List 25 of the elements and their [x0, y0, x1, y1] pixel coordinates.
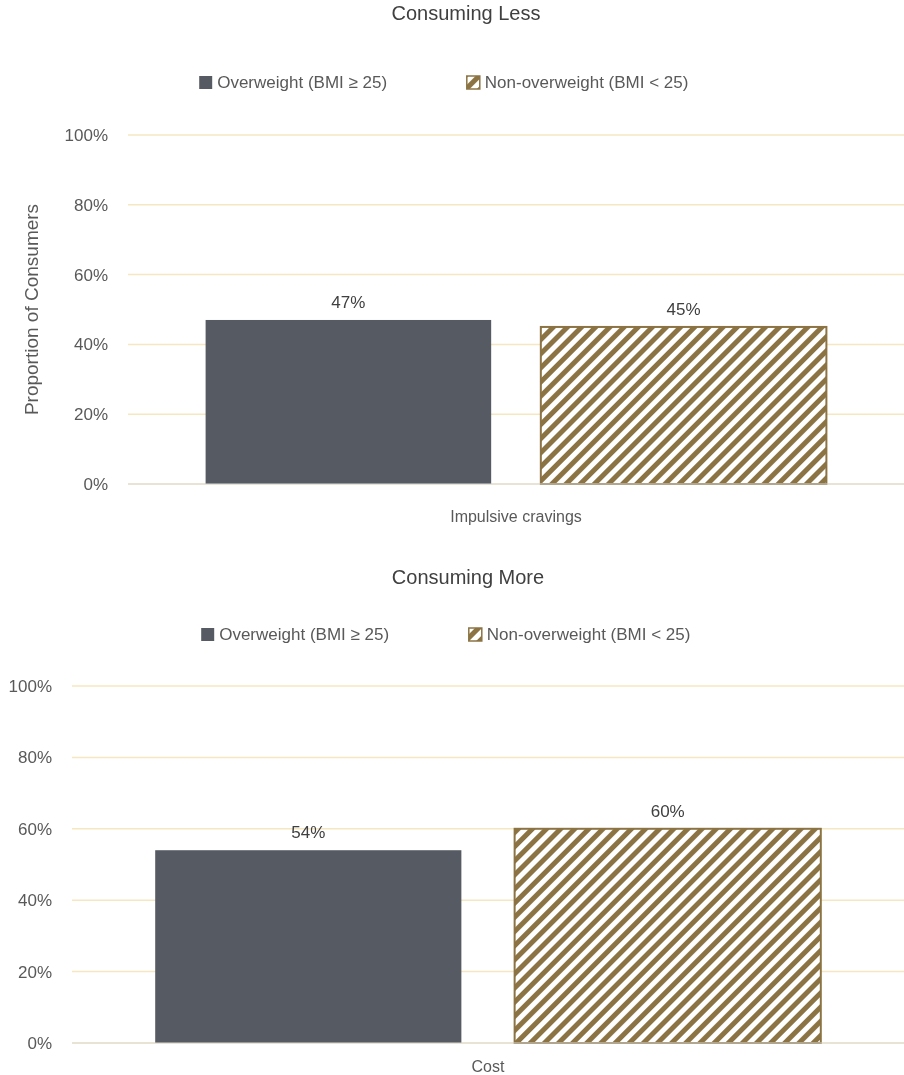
y-tick-label: 60%: [73, 265, 108, 285]
y-axis-title: Proportion of Consumers: [21, 203, 42, 416]
data-label: 47%: [331, 292, 366, 312]
data-label: 60%: [650, 801, 685, 821]
legend-label: Non-overweight (BMI < 25): [484, 73, 689, 92]
legend-label: Non-overweight (BMI < 25): [486, 625, 691, 644]
y-tick-label: 80%: [73, 195, 108, 215]
legend-label: Overweight (BMI ≥ 25): [217, 73, 388, 92]
y-tick-label: 100%: [64, 126, 108, 145]
legend-label: Overweight (BMI ≥ 25): [219, 625, 390, 644]
y-tick-label: 20%: [17, 962, 52, 982]
y-tick-label: 80%: [17, 748, 52, 768]
y-tick-label: 0%: [83, 475, 108, 494]
x-tick-label: Cost: [471, 1058, 505, 1075]
y-tick-label: 0%: [27, 1034, 52, 1053]
x-tick-label: Impulsive cravings: [450, 508, 582, 525]
data-label: 54%: [291, 823, 326, 843]
y-tick-label: 40%: [73, 335, 108, 355]
y-tick-label: 20%: [73, 405, 108, 425]
y-tick-label: 60%: [17, 819, 52, 839]
chart-title: Consuming Less: [391, 2, 541, 24]
y-tick-label: 40%: [17, 891, 52, 911]
data-label: 45%: [666, 299, 701, 319]
chart-title: Consuming More: [391, 566, 545, 588]
y-tick-label: 100%: [8, 677, 52, 696]
